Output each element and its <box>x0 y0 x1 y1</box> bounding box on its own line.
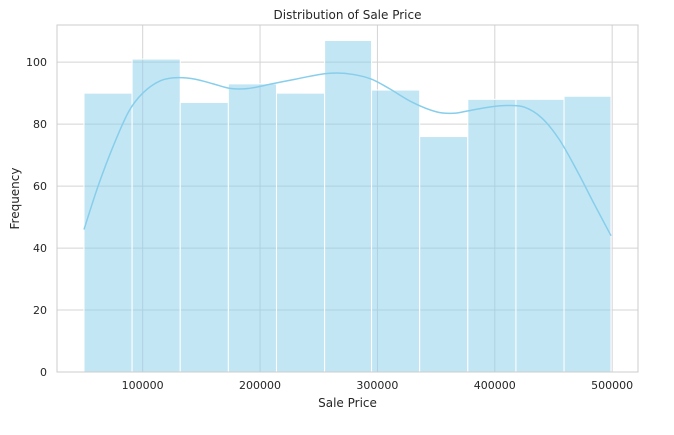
x-tick-label-0: 100000 <box>122 379 164 392</box>
y-tick-label-2: 40 <box>33 242 47 255</box>
histogram-bar-2 <box>180 102 228 372</box>
x-tick-label-1: 200000 <box>239 379 281 392</box>
chart-title: Distribution of Sale Price <box>274 8 422 22</box>
x-tick-labels: 100000 200000 300000 400000 500000 <box>122 379 633 392</box>
histogram-bar-6 <box>372 90 420 372</box>
y-tick-label-3: 60 <box>33 180 47 193</box>
histogram-bar-3 <box>228 84 276 372</box>
x-tick-label-2: 300000 <box>356 379 398 392</box>
histogram-bars <box>84 40 611 372</box>
histogram-bar-4 <box>276 93 324 372</box>
histogram-bar-10 <box>564 96 611 372</box>
x-axis-label: Sale Price <box>318 396 377 410</box>
y-tick-label-5: 100 <box>26 56 47 69</box>
histogram-bar-0 <box>84 93 132 372</box>
y-tick-label-1: 20 <box>33 304 47 317</box>
histogram-bar-1 <box>132 59 180 372</box>
y-tick-label-0: 0 <box>40 366 47 379</box>
y-tick-labels: 0 20 40 60 80 100 <box>26 56 47 379</box>
y-tick-label-4: 80 <box>33 118 47 131</box>
y-axis-label: Frequency <box>8 168 22 230</box>
x-tick-label-3: 400000 <box>474 379 516 392</box>
histogram-bar-5 <box>325 40 372 372</box>
histogram-bar-9 <box>516 99 564 372</box>
x-tick-label-4: 500000 <box>591 379 633 392</box>
histogram-bar-8 <box>468 99 516 372</box>
histogram-bar-7 <box>420 137 468 372</box>
